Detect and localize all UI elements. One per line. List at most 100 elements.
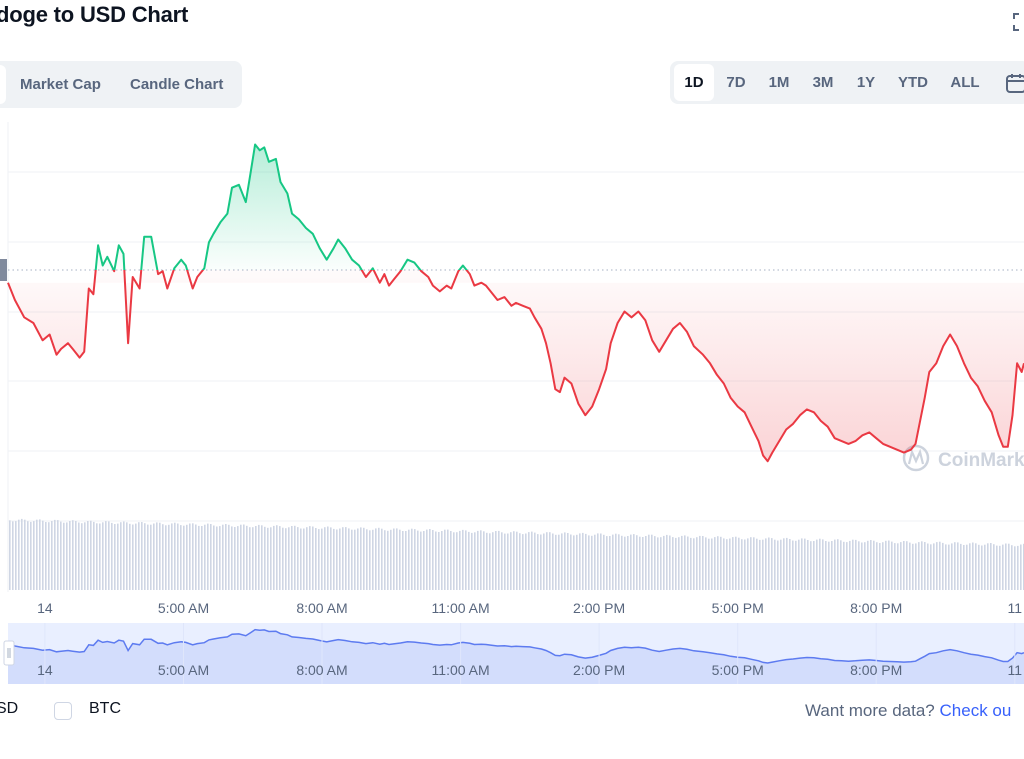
- volume-bar: [444, 529, 446, 590]
- volume-bar: [726, 539, 728, 590]
- chart-type-tabs: Market Cap Candle Chart: [0, 61, 242, 108]
- volume-bar: [171, 523, 173, 590]
- volume-bar: [966, 544, 968, 590]
- volume-bar: [1014, 546, 1016, 590]
- range-3m-button[interactable]: 3M: [812, 74, 834, 91]
- volume-bar: [870, 540, 872, 590]
- volume-bar: [918, 542, 920, 590]
- volume-bar: [729, 538, 731, 590]
- volume-bar: [477, 530, 479, 590]
- volume-bar: [687, 536, 689, 590]
- volume-bar: [207, 523, 209, 590]
- volume-bar: [525, 533, 527, 590]
- volume-bar: [621, 535, 623, 590]
- volume-bar: [600, 533, 602, 590]
- volume-bar: [915, 543, 917, 590]
- volume-bar: [747, 538, 749, 590]
- volume-bar: [879, 543, 881, 590]
- volume-bar: [561, 533, 563, 590]
- expand-icon[interactable]: [1012, 12, 1024, 32]
- range-1y-button[interactable]: 1Y: [856, 74, 876, 91]
- range-1m-button[interactable]: 1M: [768, 74, 790, 91]
- volume-bar: [210, 524, 212, 590]
- range-all-button[interactable]: ALL: [950, 74, 980, 91]
- volume-bar: [144, 523, 146, 590]
- volume-bar: [885, 540, 887, 590]
- volume-bar: [363, 527, 365, 590]
- navigator-handle-left[interactable]: [3, 640, 15, 666]
- volume-bar: [507, 533, 509, 590]
- volume-bar: [126, 522, 128, 590]
- volume-bar: [618, 534, 620, 590]
- volume-bar: [840, 540, 842, 590]
- volume-bar: [489, 533, 491, 590]
- volume-bar: [762, 539, 764, 590]
- volume-bar: [465, 530, 467, 590]
- volume-bar: [951, 543, 953, 590]
- volume-bar: [24, 519, 26, 590]
- x-tick-label: 8:00 PM: [850, 600, 902, 616]
- navigator-tick-label: 14: [37, 662, 53, 678]
- volume-bar: [141, 522, 143, 590]
- range-7d-button[interactable]: 7D: [726, 74, 746, 91]
- volume-bar: [150, 524, 152, 590]
- range-ytd-button[interactable]: YTD: [898, 74, 928, 91]
- volume-bar: [708, 538, 710, 590]
- volume-bar: [1017, 545, 1019, 590]
- volume-bar: [450, 531, 452, 590]
- volume-bar: [57, 520, 59, 590]
- navigator-tick-label: 5:00 AM: [158, 662, 209, 678]
- volume-bar: [90, 520, 92, 590]
- volume-bar: [861, 542, 863, 590]
- legend-usd-label: SD: [0, 700, 19, 717]
- volume-bar: [531, 531, 533, 590]
- volume-bar: [528, 532, 530, 590]
- watermark-text: CoinMark: [938, 450, 1024, 471]
- btc-checkbox[interactable]: [54, 702, 72, 720]
- volume-bar: [225, 524, 227, 590]
- volume-bar: [780, 539, 782, 590]
- volume-bar: [390, 529, 392, 590]
- volume-bar: [750, 537, 752, 590]
- volume-bar: [246, 525, 248, 590]
- volume-bar: [234, 527, 236, 590]
- volume-bar: [153, 523, 155, 590]
- volume-bar: [474, 532, 476, 590]
- volume-bar: [558, 534, 560, 590]
- tab-candle-chart[interactable]: Candle Chart: [130, 76, 224, 93]
- volume-bar: [639, 536, 641, 590]
- volume-bar: [540, 534, 542, 590]
- volume-bar: [201, 526, 203, 590]
- volume-bar: [111, 522, 113, 590]
- volume-bar: [690, 537, 692, 590]
- volume-bar: [867, 540, 869, 590]
- volume-bar: [933, 543, 935, 590]
- range-1d-button[interactable]: 1D: [674, 64, 714, 101]
- volume-bar: [117, 523, 119, 590]
- calendar-icon[interactable]: [1005, 72, 1024, 94]
- price-marker: [0, 259, 7, 281]
- volume-bar: [414, 529, 416, 590]
- volume-bar: [9, 520, 11, 590]
- volume-bar: [306, 527, 308, 590]
- volume-bar: [366, 529, 368, 590]
- volume-bar: [873, 540, 875, 590]
- volume-bar: [435, 531, 437, 590]
- volume-bar: [996, 545, 998, 590]
- volume-bar: [537, 534, 539, 590]
- volume-bar: [579, 533, 581, 590]
- volume-bar: [894, 543, 896, 590]
- volume-bar: [192, 523, 194, 590]
- volume-bar: [564, 532, 566, 590]
- volume-bar: [744, 539, 746, 590]
- volume-bar: [264, 526, 266, 590]
- range-navigator[interactable]: 14 5:00 AM 8:00 AM 11:00 AM 2:00 PM 5:00 PM 8:…: [3, 623, 1024, 684]
- tab-market-cap[interactable]: Market Cap: [20, 76, 101, 93]
- price-chart[interactable]: CoinMark 14 5:00 AM 8:00 AM 11:00 AM 2:00 PM…: [0, 0, 1024, 700]
- volume-bar: [705, 537, 707, 590]
- tab-price-active[interactable]: [0, 65, 6, 104]
- volume-bar: [420, 531, 422, 590]
- volume-bar: [348, 528, 350, 590]
- check-out-link[interactable]: Check ou: [939, 701, 1012, 720]
- volume-bar: [495, 531, 497, 590]
